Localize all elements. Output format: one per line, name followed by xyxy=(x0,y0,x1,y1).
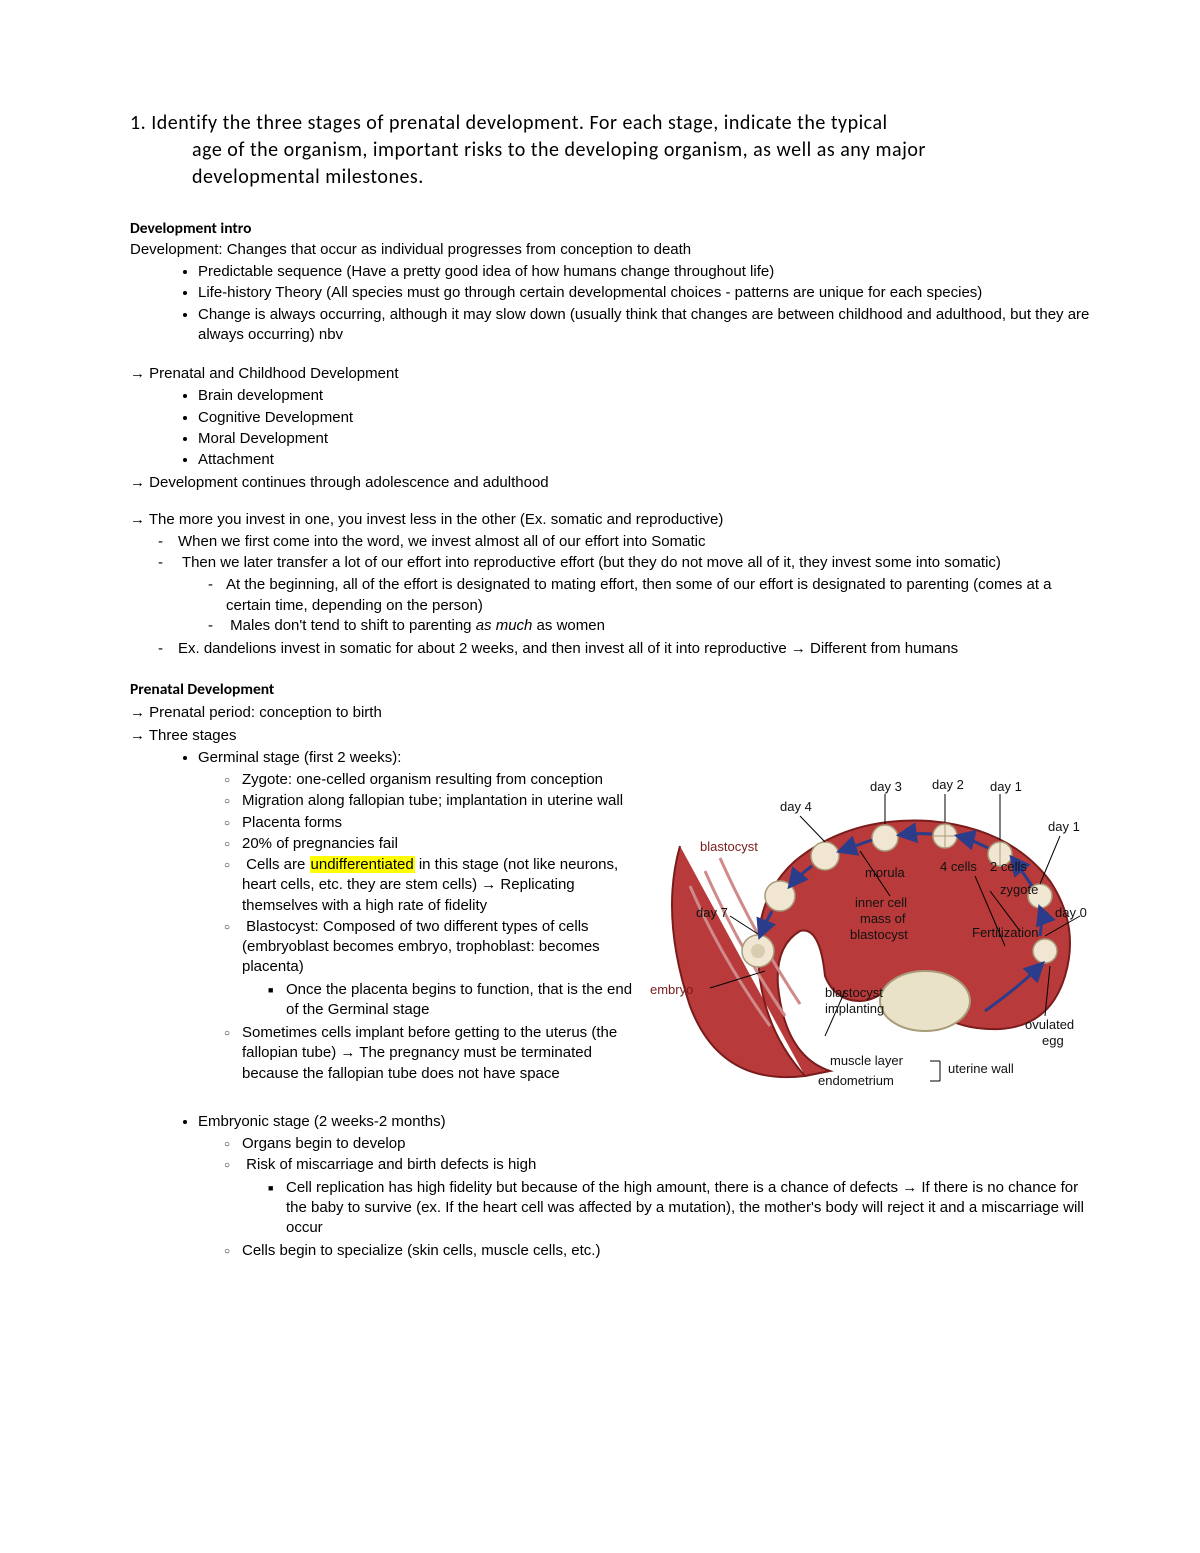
lbl-4cells: 4 cells xyxy=(940,858,977,876)
pcd-bullets: Brain development Cognitive Development … xyxy=(130,386,1090,471)
embryonic-stage: Embryonic stage (2 weeks-2 months) Organ… xyxy=(198,1112,1090,1266)
question-heading: 1. Identify the three stages of prenatal… xyxy=(130,110,1090,191)
germ-pt: Blastocyst: Composed of two different ty… xyxy=(242,917,640,1023)
prenatal-a2: → Three stages xyxy=(130,726,1090,746)
lbl-implant2: implanting xyxy=(825,1000,884,1018)
invest-subdashes: At the beginning, all of the effort is d… xyxy=(178,575,1090,636)
lbl-muscle: muscle layer xyxy=(830,1052,903,1070)
stages-list: Germinal stage (first 2 weeks): Zygote: … xyxy=(130,748,640,1088)
intro-bullet: Predictable sequence (Have a pretty good… xyxy=(198,262,1090,283)
emb-sub-pt: Cell replication has high fidelity but b… xyxy=(286,1178,1090,1239)
lbl-blastocyst: blastocyst xyxy=(700,838,758,856)
emb-pt: Organs begin to develop xyxy=(242,1134,1090,1155)
lbl-icm2: mass of xyxy=(860,910,906,928)
intro-def: Development: Changes that occur as indiv… xyxy=(130,240,1090,260)
invest-dash: Ex. dandelions invest in somatic for abo… xyxy=(178,639,1090,660)
pcd-bullet: Cognitive Development xyxy=(198,408,1090,429)
germ-pt: Placenta forms xyxy=(242,813,640,834)
lbl-icm3: blastocyst xyxy=(850,926,908,944)
germ-pt: Migration along fallopian tube; implanta… xyxy=(242,791,640,812)
germ-sub: Once the placenta begins to function, th… xyxy=(242,980,640,1021)
emb-pt: Cells begin to specialize (skin cells, m… xyxy=(242,1241,1090,1262)
lbl-implant: blastocyst xyxy=(825,984,883,1002)
emb-pt: Risk of miscarriage and birth defects is… xyxy=(242,1155,1090,1241)
intro-bullet: Change is always occurring, although it … xyxy=(198,305,1090,347)
embryonic-points: Organs begin to develop Risk of miscarri… xyxy=(198,1134,1090,1263)
lbl-day4: day 4 xyxy=(780,798,812,816)
invest-dash: Then we later transfer a lot of our effo… xyxy=(178,553,1090,639)
pcd-bullet: Brain development xyxy=(198,386,1090,407)
lbl-2cells: 2 cells xyxy=(990,858,1027,876)
highlight-undiff: undifferentiated xyxy=(310,856,415,873)
lbl-day0: day 0 xyxy=(1055,904,1087,922)
pcd-arrow: → Prenatal and Childhood Development xyxy=(130,364,1090,384)
intro-bullet: Life-history Theory (All species must go… xyxy=(198,283,1090,304)
q-line-1: 1. Identify the three stages of prenatal… xyxy=(130,110,1090,137)
lbl-icm: inner cell xyxy=(855,894,907,912)
lbl-ovulated: ovulated xyxy=(1025,1016,1074,1034)
lbl-day3: day 3 xyxy=(870,778,902,796)
invest-subdash: Males don't tend to shift to parenting a… xyxy=(226,616,1090,636)
prenatal-heading: Prenatal Development xyxy=(130,680,1090,701)
lbl-day1b: day 1 xyxy=(1048,818,1080,836)
lbl-day2: day 2 xyxy=(932,776,964,794)
invest-dashes: When we first come into the word, we inv… xyxy=(130,532,1090,661)
pcd-bullet: Attachment xyxy=(198,450,1090,471)
lbl-day7: day 7 xyxy=(696,904,728,922)
fertilization-diagram: day 4 day 3 day 2 day 1 day 1 day 0 blas… xyxy=(650,776,1090,1116)
germ-pt: Sometimes cells implant before getting t… xyxy=(242,1023,640,1085)
stages-list-2: Embryonic stage (2 weeks-2 months) Organ… xyxy=(130,1112,1090,1266)
germ-pt: 20% of pregnancies fail xyxy=(242,834,640,855)
germinal-stage: Germinal stage (first 2 weeks): Zygote: … xyxy=(198,748,640,1088)
q-line-3: developmental milestones. xyxy=(130,164,1090,191)
invest-arrow: → The more you invest in one, you invest… xyxy=(130,510,1090,530)
invest-subdash: At the beginning, all of the effort is d… xyxy=(226,575,1090,616)
lbl-egg: egg xyxy=(1042,1032,1064,1050)
lbl-endo: endometrium xyxy=(818,1072,894,1090)
intro-heading: Development intro xyxy=(130,219,1090,240)
germ-pt: Zygote: one-celled organism resulting fr… xyxy=(242,770,640,791)
intro-bullets: Predictable sequence (Have a pretty good… xyxy=(130,262,1090,346)
lbl-morula: morula xyxy=(865,864,905,882)
q-line-2: age of the organism, important risks to … xyxy=(130,137,1090,164)
pcd-after: → Development continues through adolesce… xyxy=(130,473,1090,493)
germ-pt: Cells are undifferentiated in this stage… xyxy=(242,855,640,917)
invest-dash: When we first come into the word, we inv… xyxy=(178,532,1090,553)
emb-sub: Cell replication has high fidelity but b… xyxy=(242,1178,1090,1239)
germ-sub-pt: Once the placenta begins to function, th… xyxy=(286,980,640,1021)
pcd-bullet: Moral Development xyxy=(198,429,1090,450)
germinal-points: Zygote: one-celled organism resulting fr… xyxy=(198,770,640,1085)
lbl-fert: Fertilization xyxy=(972,924,1038,942)
lbl-uterine: uterine wall xyxy=(948,1060,1014,1078)
lbl-zygote: zygote xyxy=(1000,881,1038,899)
prenatal-a1: → Prenatal period: conception to birth xyxy=(130,703,1090,723)
lbl-day1: day 1 xyxy=(990,778,1022,796)
lbl-embryo: embryo xyxy=(650,981,693,999)
